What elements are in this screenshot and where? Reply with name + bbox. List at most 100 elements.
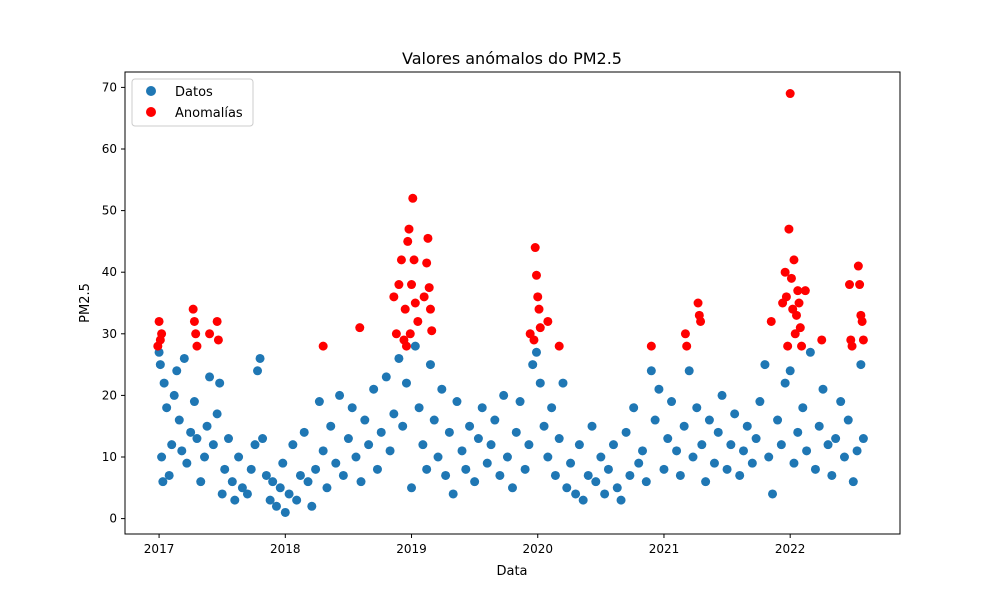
point-datos-3 bbox=[158, 477, 168, 487]
y-tick-label-1: 10 bbox=[102, 450, 117, 464]
point-datos-129 bbox=[629, 403, 639, 413]
point-datos-146 bbox=[701, 477, 711, 487]
point-datos-80 bbox=[429, 415, 439, 425]
point-anomalias-65 bbox=[817, 335, 827, 345]
point-datos-120 bbox=[591, 477, 601, 487]
point-anomalias-22 bbox=[409, 255, 419, 265]
point-anomalias-60 bbox=[793, 286, 803, 296]
point-anomalias-26 bbox=[413, 316, 423, 326]
point-datos-149 bbox=[713, 427, 723, 437]
point-datos-48 bbox=[299, 427, 309, 437]
point-anomalias-8 bbox=[205, 329, 215, 339]
point-datos-165 bbox=[780, 378, 790, 388]
point-datos-89 bbox=[465, 421, 475, 431]
point-datos-173 bbox=[814, 421, 824, 431]
point-anomalias-29 bbox=[423, 233, 433, 243]
point-datos-20 bbox=[205, 372, 215, 382]
point-datos-114 bbox=[566, 458, 576, 468]
point-datos-93 bbox=[482, 458, 492, 468]
point-anomalias-49 bbox=[766, 316, 776, 326]
point-datos-121 bbox=[596, 452, 606, 462]
point-datos-181 bbox=[848, 477, 858, 487]
point-datos-77 bbox=[418, 440, 428, 450]
point-datos-130 bbox=[634, 458, 644, 468]
point-datos-117 bbox=[578, 495, 588, 505]
point-anomalias-19 bbox=[404, 224, 414, 234]
point-datos-143 bbox=[688, 452, 698, 462]
point-datos-97 bbox=[499, 390, 509, 400]
point-datos-9 bbox=[172, 366, 182, 376]
point-datos-60 bbox=[347, 403, 357, 413]
point-datos-49 bbox=[303, 477, 313, 487]
point-datos-39 bbox=[268, 477, 278, 487]
point-datos-100 bbox=[511, 427, 521, 437]
point-datos-26 bbox=[224, 434, 233, 444]
point-datos-157 bbox=[747, 458, 757, 468]
point-datos-131 bbox=[638, 446, 648, 456]
legend: Datos Anomalías bbox=[131, 78, 254, 127]
point-anomalias-33 bbox=[399, 335, 409, 345]
point-datos-16 bbox=[192, 434, 202, 444]
point-datos-133 bbox=[646, 366, 656, 376]
point-anomalias-2 bbox=[157, 329, 167, 339]
point-datos-45 bbox=[288, 440, 298, 450]
point-datos-34 bbox=[253, 366, 263, 376]
point-datos-87 bbox=[457, 446, 467, 456]
point-datos-115 bbox=[571, 489, 581, 499]
point-datos-6 bbox=[164, 470, 174, 480]
point-datos-35 bbox=[255, 353, 265, 363]
point-datos-38 bbox=[265, 495, 275, 505]
point-anomalias-24 bbox=[405, 329, 415, 339]
point-datos-51 bbox=[311, 464, 321, 474]
point-anomalias-38 bbox=[535, 323, 545, 333]
point-datos-158 bbox=[751, 434, 761, 444]
point-datos-168 bbox=[793, 427, 803, 437]
point-anomalias-45 bbox=[682, 341, 692, 351]
point-datos-70 bbox=[389, 409, 399, 419]
point-anomalias-7 bbox=[192, 341, 202, 351]
point-anomalias-61 bbox=[794, 298, 804, 308]
point-datos-127 bbox=[621, 427, 631, 437]
point-datos-176 bbox=[827, 470, 837, 480]
point-datos-112 bbox=[558, 378, 568, 388]
point-datos-64 bbox=[364, 440, 374, 450]
point-datos-72 bbox=[398, 421, 408, 431]
point-anomalias-4 bbox=[188, 304, 198, 314]
point-datos-105 bbox=[531, 347, 541, 357]
point-datos-69 bbox=[385, 446, 395, 456]
point-anomalias-37 bbox=[534, 304, 544, 314]
point-datos-82 bbox=[437, 384, 447, 394]
point-anomalias-36 bbox=[533, 292, 543, 302]
point-anomalias-30 bbox=[424, 283, 434, 293]
point-datos-180 bbox=[843, 415, 853, 425]
point-datos-182 bbox=[852, 446, 862, 456]
point-datos-116 bbox=[574, 440, 584, 450]
point-datos-47 bbox=[295, 470, 305, 480]
point-datos-25 bbox=[220, 464, 230, 474]
point-datos-44 bbox=[284, 489, 294, 499]
point-anomalias-34 bbox=[530, 243, 540, 253]
point-datos-102 bbox=[520, 464, 530, 474]
point-datos-178 bbox=[836, 397, 846, 407]
point-anomalias-69 bbox=[847, 341, 857, 351]
y-tick-label-6: 60 bbox=[102, 142, 117, 156]
point-anomalias-12 bbox=[355, 323, 365, 333]
point-anomalias-9 bbox=[212, 316, 222, 326]
point-datos-170 bbox=[802, 446, 812, 456]
point-anomalias-23 bbox=[410, 298, 420, 308]
point-datos-73 bbox=[401, 378, 411, 388]
point-datos-111 bbox=[554, 434, 564, 444]
point-datos-132 bbox=[641, 477, 651, 487]
point-datos-52 bbox=[314, 397, 324, 407]
point-datos-74 bbox=[407, 483, 417, 493]
legend-marker-anomalias bbox=[146, 107, 156, 117]
point-datos-65 bbox=[369, 384, 379, 394]
point-datos-118 bbox=[583, 470, 593, 480]
point-datos-154 bbox=[735, 470, 745, 480]
point-anomalias-41 bbox=[543, 316, 553, 326]
point-datos-13 bbox=[182, 458, 192, 468]
point-datos-166 bbox=[785, 366, 795, 376]
point-anomalias-14 bbox=[391, 329, 401, 339]
